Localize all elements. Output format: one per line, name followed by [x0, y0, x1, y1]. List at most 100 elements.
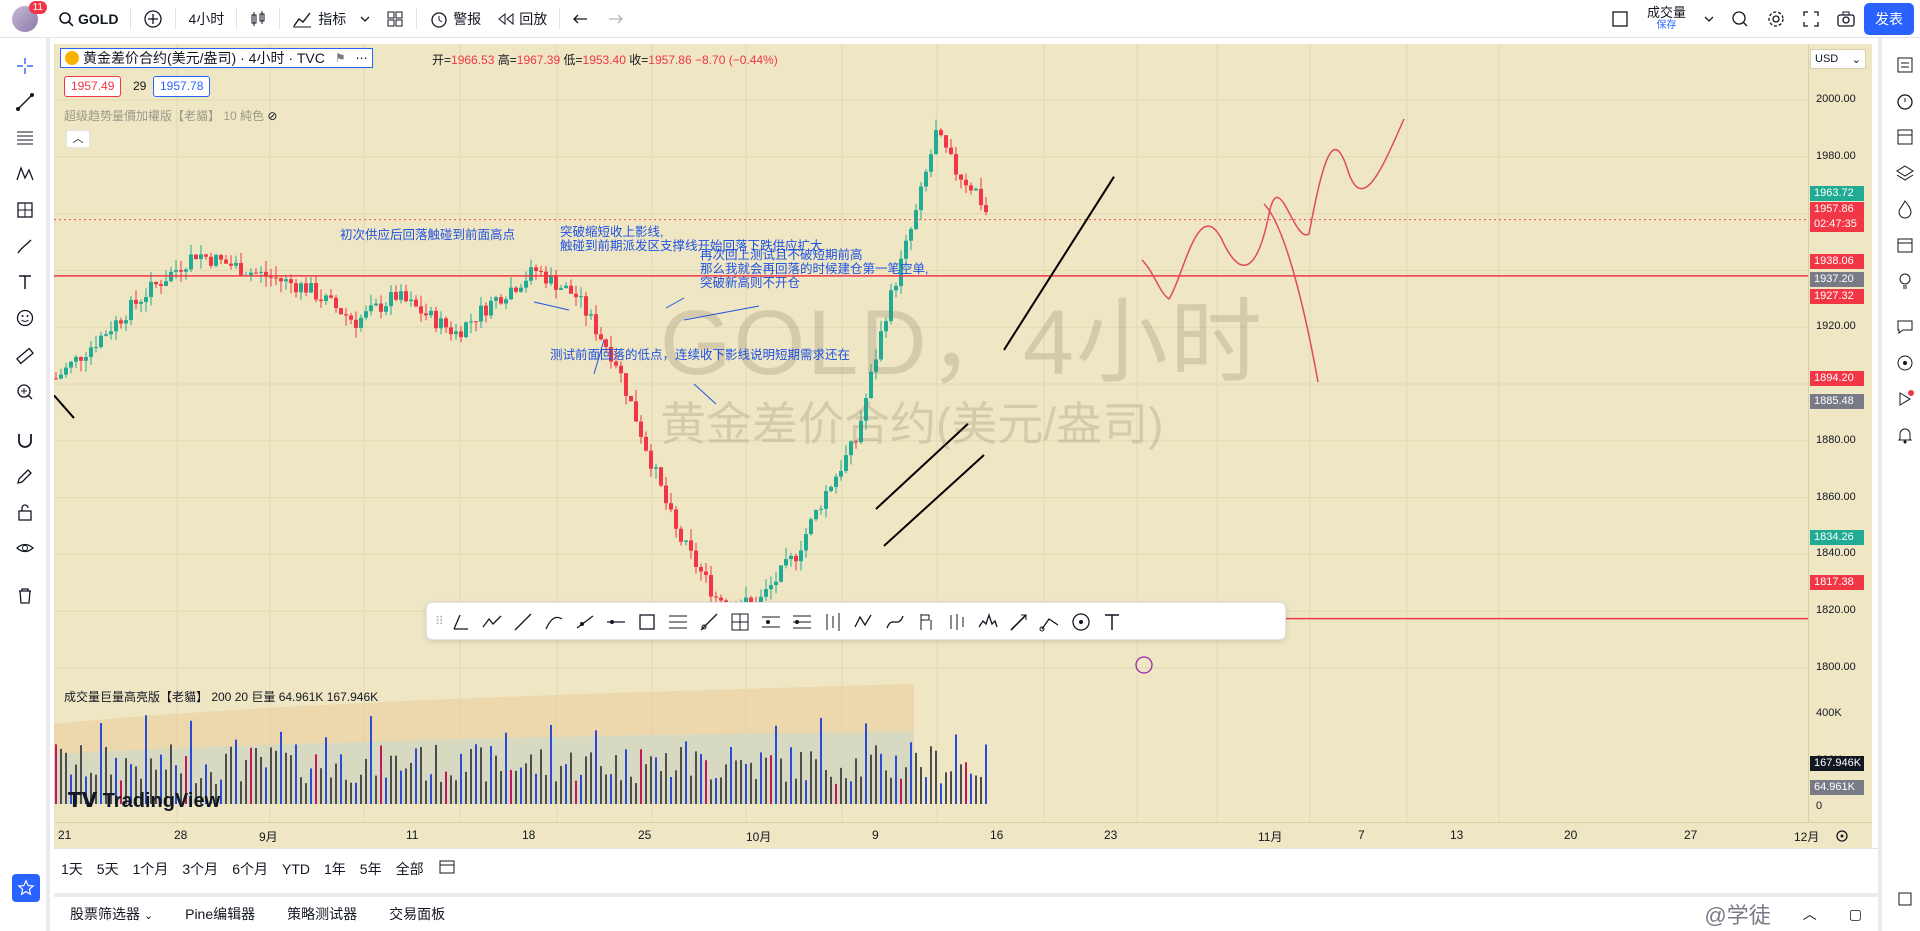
fib-tool[interactable] [13, 126, 37, 150]
alert-button[interactable]: 警报 [421, 0, 489, 38]
symbol-search-button[interactable]: GOLD [50, 0, 126, 38]
eye-off-icon[interactable]: ⊘ [267, 109, 278, 123]
range-button[interactable]: YTD [281, 860, 310, 877]
magnet-tool[interactable] [13, 428, 37, 452]
lock-drawing-tool[interactable] [13, 464, 37, 488]
zigzag-tool-button[interactable] [480, 610, 504, 634]
tab-pine-editor[interactable]: Pine编辑器 [185, 906, 256, 922]
annotation-text[interactable]: 再次回上测试且不破短期前高 [700, 248, 863, 262]
chart-pane[interactable] [54, 44, 1872, 866]
price-chart-svg[interactable] [54, 44, 1808, 822]
interval-button[interactable]: 4小时 [188, 10, 225, 27]
snapshot-button[interactable] [1828, 0, 1864, 38]
candles-pattern-button[interactable] [821, 610, 845, 634]
annotation-text[interactable]: 突破缩短收上影线, [560, 225, 664, 239]
arrow-tool-button[interactable] [1007, 610, 1031, 634]
buy-price-button[interactable]: 1957.78 [153, 76, 211, 97]
zoom-tool[interactable] [13, 380, 37, 404]
annotation-text[interactable]: 初次供应后回落触碰到前面高点 [340, 228, 516, 242]
flag-icon[interactable]: ⚑ [334, 51, 346, 65]
range-button[interactable]: 3个月 [182, 860, 219, 877]
curve-tool-button[interactable] [883, 610, 907, 634]
more-icon[interactable]: ⋯ [355, 51, 368, 65]
range-button[interactable]: 全部 [395, 860, 424, 877]
calendar-button[interactable] [1892, 232, 1918, 258]
fib-extension-button[interactable] [790, 610, 814, 634]
range-button[interactable]: 1天 [61, 860, 83, 877]
chevron-down-icon[interactable] [360, 15, 370, 23]
horizontal-ray-button[interactable] [604, 610, 628, 634]
quick-search-button[interactable] [1722, 0, 1758, 38]
annotation-text[interactable]: 突破新高则不开仓 [700, 276, 801, 290]
tab-screener[interactable]: 股票筛选器 ⌄ [54, 904, 169, 924]
fib-channel-button[interactable] [759, 610, 783, 634]
ray-tool-button[interactable] [573, 610, 597, 634]
text-tool[interactable] [13, 270, 37, 294]
data-window-button[interactable] [1892, 124, 1918, 150]
crosshair-tool[interactable] [13, 54, 37, 78]
time-scale[interactable]: 21 28 9月 11 18 25 10月 9 16 23 11月 7 13 20 27 12月 [54, 822, 1872, 848]
abcd-pattern-button[interactable] [852, 610, 876, 634]
chart-type-button[interactable] [241, 0, 275, 38]
annotation-text[interactable]: 触碰到前期派发区支撑线开始回落下跌供应扩大 [560, 239, 823, 253]
notifications-button[interactable] [1892, 422, 1918, 448]
layouts-button[interactable] [378, 0, 412, 38]
indicators-button[interactable]: 指标 [284, 0, 378, 38]
bars-pattern-button[interactable] [945, 610, 969, 634]
tab-trading-panel[interactable]: 交易面板 [389, 906, 446, 922]
compare-button[interactable] [135, 0, 171, 38]
lock-all-tool[interactable] [13, 500, 37, 524]
ruler-tool[interactable] [13, 344, 37, 368]
range-button[interactable]: 5年 [359, 860, 382, 877]
streams-button[interactable] [1892, 350, 1918, 376]
settings-button[interactable] [1758, 0, 1794, 38]
maximize-panel-button[interactable]: ▢ [1833, 906, 1878, 923]
sell-price-button[interactable]: 1957.49 [64, 76, 122, 97]
volume-indicator-legend[interactable]: 成交量巨量高亮版【老貓】 200 20 巨量 64.961K 167.946K [64, 690, 379, 704]
user-avatar[interactable]: 11 [12, 0, 47, 32]
circle-target-button[interactable] [1069, 610, 1093, 634]
alerts-button[interactable] [1892, 88, 1918, 114]
fullscreen-button[interactable] [1794, 0, 1828, 38]
range-button[interactable]: 6个月 [232, 860, 268, 877]
replay-panel-button[interactable] [1892, 386, 1918, 412]
help-button[interactable] [1892, 886, 1918, 912]
redo-button[interactable] [598, 0, 632, 38]
hotlists-button[interactable] [1892, 196, 1918, 222]
chats-button[interactable] [1892, 314, 1918, 340]
favorites-button[interactable] [12, 874, 40, 902]
settings-circle-icon[interactable] [1834, 828, 1850, 844]
range-button[interactable]: 5天 [96, 860, 119, 877]
goto-date-button[interactable] [431, 858, 463, 879]
annotation-text[interactable]: 那么我就会再回落的时候建仓第一笔空单, [700, 262, 929, 276]
symbol-legend[interactable]: 黄金差价合约(美元/盎司) · 4小时 · TVC ⚑ ⋯ [60, 48, 373, 68]
arc-tool-button[interactable] [542, 610, 566, 634]
parallel-channel-button[interactable] [666, 610, 690, 634]
range-button[interactable]: 1年 [323, 860, 346, 877]
publish-button[interactable]: 发表 [1864, 2, 1914, 35]
head-shoulders-button[interactable] [976, 610, 1000, 634]
replay-button[interactable]: 回放 [489, 0, 555, 38]
annotation-text[interactable]: 测试前面回落的低点，连续收下影线说明短期需求还在 [550, 348, 851, 362]
watchlist-button[interactable] [1892, 52, 1918, 78]
line-tool-button[interactable] [511, 610, 535, 634]
rectangle-tool-button[interactable] [635, 610, 659, 634]
angle-tool-button[interactable] [449, 610, 473, 634]
ideas-button[interactable] [1892, 268, 1918, 294]
tab-strategy-tester[interactable]: 策略测试器 [287, 906, 358, 922]
pattern-tool[interactable] [13, 162, 37, 186]
drag-handle-icon[interactable]: ⠿ [435, 614, 444, 628]
collapse-panel-button[interactable]: ︿ [1787, 904, 1833, 924]
object-tree-button[interactable] [1892, 160, 1918, 186]
price-scale[interactable] [1808, 44, 1872, 822]
currency-selector[interactable]: USD ⌄ [1810, 49, 1866, 69]
range-button[interactable]: 1个月 [132, 860, 169, 877]
trend-line-tool[interactable] [13, 90, 37, 114]
crosshair-box-button[interactable] [728, 610, 752, 634]
hide-drawings-tool[interactable] [13, 536, 37, 560]
long-position-button[interactable] [914, 610, 938, 634]
emoji-tool[interactable] [13, 306, 37, 330]
collapse-legend-button[interactable]: ︿ [66, 130, 90, 148]
pen-tool-button[interactable] [697, 610, 721, 634]
prediction-tool[interactable] [13, 198, 37, 222]
